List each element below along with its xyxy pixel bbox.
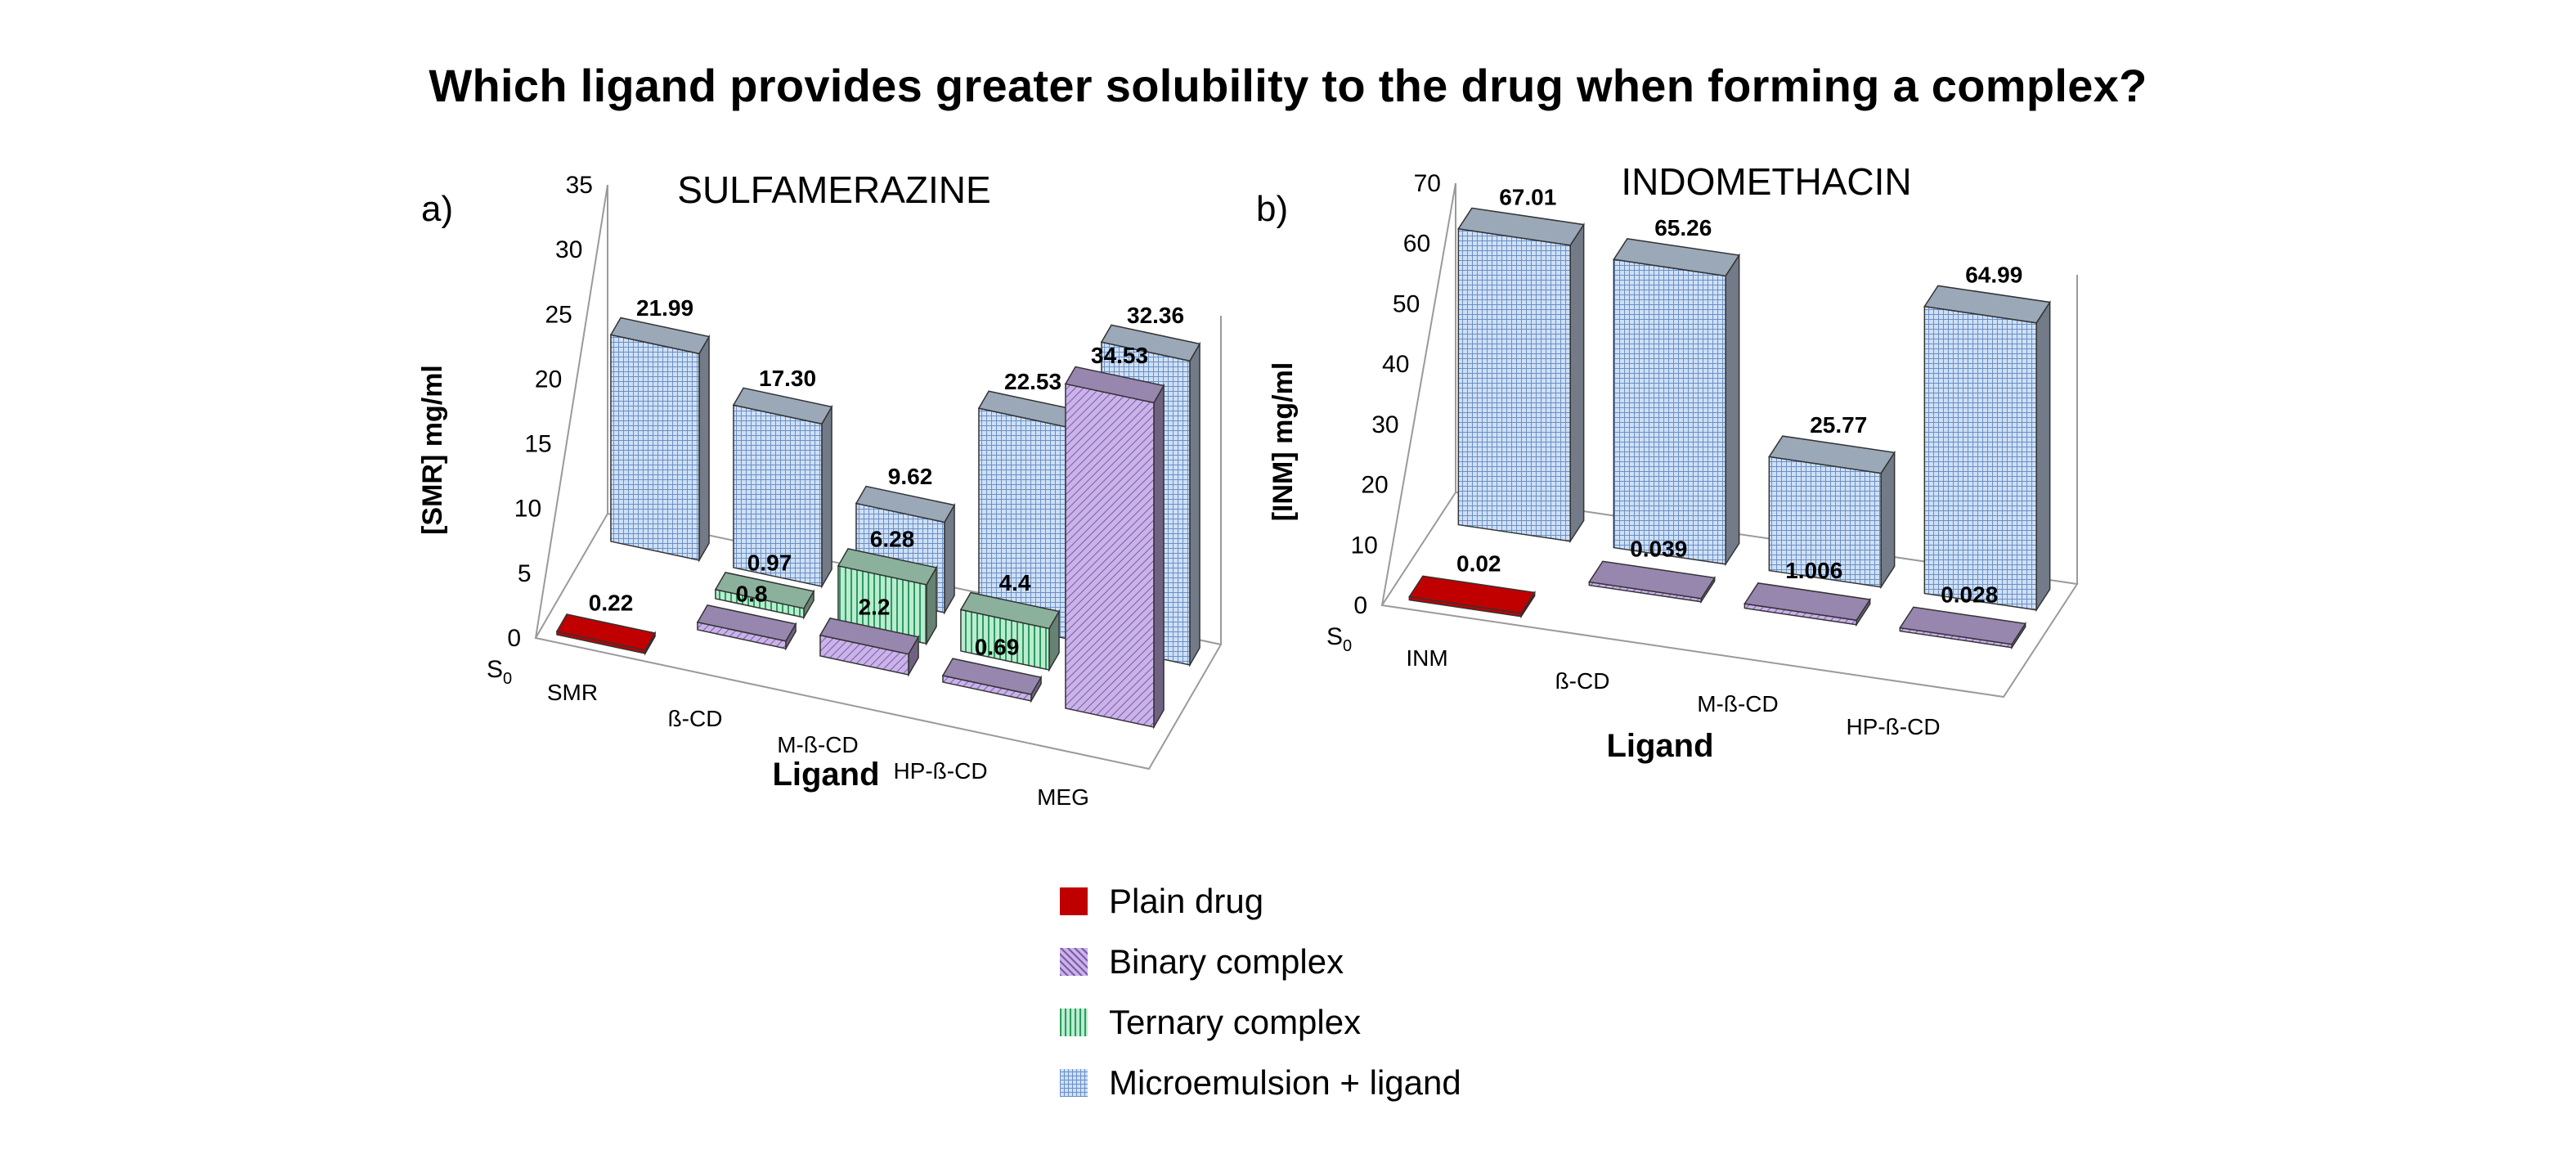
- data-label: 17.30: [759, 366, 816, 391]
- data-label: 0.039: [1630, 536, 1687, 561]
- x-tick-label: MEG: [1037, 784, 1089, 810]
- y-axis-line: [1381, 182, 1456, 606]
- data-label: 0.97: [747, 550, 792, 575]
- bar-micro: [1457, 207, 1585, 544]
- bar-binary: [941, 658, 1043, 703]
- x-axis-label: Ligand: [1606, 728, 1713, 764]
- legend-item-plain: Plain drug: [1060, 871, 1461, 932]
- bar-micro: [609, 317, 711, 563]
- y-tick-label: 25: [545, 301, 572, 328]
- y-tick-label: 15: [524, 431, 551, 458]
- y-tick-label: 5: [518, 560, 532, 587]
- legend-swatch-plain: [1060, 887, 1088, 915]
- legend-label-plain: Plain drug: [1109, 882, 1264, 920]
- y-tick-label: 35: [566, 172, 593, 199]
- data-label: 0.22: [589, 591, 634, 616]
- bar-micro: [1923, 285, 2051, 613]
- bar-ternary: [714, 572, 815, 620]
- bar-micro: [1768, 435, 1896, 590]
- data-label: 1.006: [1785, 558, 1842, 583]
- bar-micro: [732, 387, 833, 589]
- x-tick-label: HP-ß-CD: [1846, 714, 1940, 739]
- data-label: 67.01: [1499, 184, 1556, 209]
- y-axis-line: [535, 184, 608, 639]
- depth-axis-label: S0: [1326, 623, 1352, 655]
- data-label: 0.028: [1941, 582, 1998, 607]
- data-label: 21.99: [636, 295, 693, 321]
- legend-item-micro: Microemulsion + ligand: [1060, 1053, 1461, 1113]
- data-label: 34.53: [1091, 343, 1148, 368]
- y-tick-label: 0: [1353, 592, 1367, 619]
- x-tick-label: M-ß-CD: [777, 732, 859, 757]
- legend-item-ternary: Ternary complex: [1060, 992, 1461, 1053]
- y-tick-label: 30: [555, 236, 582, 263]
- y-tick-label: 20: [1361, 472, 1388, 499]
- panel-label: b): [1256, 189, 1288, 229]
- chart-walls: [1455, 183, 2078, 584]
- data-label: 0.69: [975, 635, 1020, 660]
- bar-binary: [819, 617, 920, 677]
- y-tick-label: 40: [1382, 351, 1409, 378]
- legend: Plain drug Binary complex Ternary comple…: [1060, 871, 1461, 1113]
- bar-plain: [1408, 575, 1536, 619]
- x-tick-label: ß-CD: [668, 706, 723, 731]
- bar-binary: [1744, 582, 1871, 627]
- data-label: 4.4: [999, 570, 1031, 595]
- data-label: 22.53: [1004, 369, 1061, 394]
- bar-binary: [1588, 560, 1716, 604]
- x-tick-label: INM: [1406, 645, 1447, 671]
- legend-item-binary: Binary complex: [1060, 932, 1461, 992]
- y-tick-label: 60: [1403, 231, 1430, 258]
- data-label: 2.2: [859, 594, 891, 619]
- legend-swatch-micro: [1060, 1069, 1088, 1097]
- chart-title: INDOMETHACIN: [1621, 160, 1911, 203]
- data-label: 6.28: [870, 526, 915, 551]
- legend-label-micro: Microemulsion + ligand: [1109, 1063, 1461, 1102]
- data-label: 9.62: [888, 464, 933, 489]
- y-tick-label: 30: [1371, 411, 1398, 438]
- depth-axis-label: S0: [487, 656, 512, 688]
- y-tick-label: 20: [535, 366, 562, 393]
- panel-label: a): [421, 189, 453, 229]
- data-label: 64.99: [1965, 262, 2022, 287]
- legend-label-ternary: Ternary complex: [1109, 1003, 1362, 1041]
- x-tick-label: ß-CD: [1555, 668, 1610, 694]
- bar-ternary: [959, 591, 1061, 672]
- bar-micro: [1613, 238, 1740, 567]
- y-axis-label: [SMR] mg/ml: [417, 365, 448, 535]
- data-label: 0.02: [1456, 550, 1501, 576]
- x-axis-label: Ligand: [772, 757, 879, 793]
- legend-swatch-ternary: [1060, 1009, 1088, 1036]
- data-label: 25.77: [1810, 412, 1867, 438]
- legend-label-binary: Binary complex: [1109, 942, 1344, 981]
- x-tick-label: HP-ß-CD: [893, 758, 987, 784]
- data-label: 32.36: [1127, 303, 1184, 328]
- y-tick-label: 0: [507, 625, 521, 652]
- x-tick-label: M-ß-CD: [1697, 691, 1779, 717]
- y-axis-label: [INM] mg/ml: [1268, 362, 1299, 522]
- bar-binary: [1899, 606, 2026, 650]
- bar-plain: [555, 613, 657, 656]
- chart-sulfamerazine: 0 5 10 15 20 25 30 35 [SMR] mg/ml SMR ß-CD M-ß-CD HP…: [417, 168, 1223, 810]
- chart-walls: [607, 185, 1222, 645]
- data-label: 65.26: [1654, 215, 1712, 240]
- chart-title: SULFAMERAZINE: [677, 168, 990, 211]
- y-tick-label: 50: [1393, 290, 1420, 317]
- data-label: 0.8: [736, 581, 768, 606]
- x-tick-label: SMR: [547, 680, 598, 705]
- legend-swatch-binary: [1060, 948, 1088, 976]
- y-tick-label: 10: [514, 496, 541, 523]
- chart-indomethacin: 0 10 20 30 40 50 60 70 [INM] mg/ml INM ß-CD M-ß-CD H…: [1256, 160, 2079, 764]
- y-tick-label: 10: [1350, 532, 1377, 559]
- y-tick-label: 70: [1414, 170, 1441, 197]
- bar-binary: [1064, 366, 1165, 730]
- chart-floor: [534, 512, 1223, 770]
- figure-title: Which ligand provides greater solubility…: [429, 60, 2147, 111]
- chart-floor: [1380, 491, 2079, 699]
- bar-binary: [696, 604, 797, 651]
